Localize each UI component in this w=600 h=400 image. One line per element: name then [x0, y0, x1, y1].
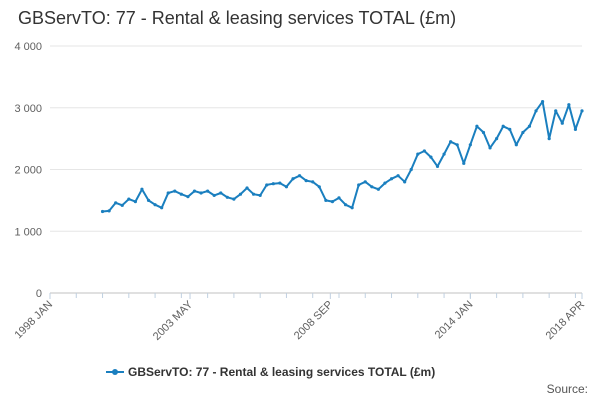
- chart-title: GBServTO: 77 - Rental & leasing services…: [18, 8, 456, 28]
- x-tick-label: 2014 JAN: [433, 299, 476, 342]
- data-point[interactable]: [403, 180, 407, 184]
- series-layer: [100, 99, 584, 214]
- data-point[interactable]: [146, 198, 151, 202]
- data-point[interactable]: [514, 143, 518, 147]
- y-tick-label: 2 000: [14, 165, 42, 177]
- data-point[interactable]: [488, 146, 492, 150]
- data-point[interactable]: [278, 181, 282, 185]
- data-point[interactable]: [107, 209, 111, 213]
- y-tick-label: 4 000: [14, 41, 42, 53]
- data-point[interactable]: [389, 177, 394, 181]
- data-point[interactable]: [297, 174, 302, 178]
- data-point[interactable]: [396, 174, 400, 178]
- data-point[interactable]: [416, 152, 420, 156]
- data-point[interactable]: [462, 161, 466, 165]
- data-point[interactable]: [501, 124, 505, 128]
- data-point[interactable]: [153, 203, 157, 207]
- x-axis: 1998 JAN 2003 MAY 2008 SEP 2014 JAN 2018 APR: [12, 293, 587, 343]
- data-point[interactable]: [475, 124, 479, 128]
- data-point[interactable]: [258, 193, 262, 198]
- data-point[interactable]: [350, 206, 354, 210]
- data-point[interactable]: [422, 149, 426, 153]
- data-point[interactable]: [409, 167, 413, 172]
- data-point[interactable]: [291, 177, 295, 181]
- source-label[interactable]: Source:: [547, 382, 588, 396]
- data-point[interactable]: [521, 130, 525, 135]
- data-point[interactable]: [337, 196, 341, 200]
- data-point[interactable]: [114, 201, 118, 205]
- data-point[interactable]: [192, 189, 197, 193]
- data-point[interactable]: [527, 124, 532, 128]
- y-axis: 0 1 000 2 000 3 000 4 000: [14, 41, 42, 300]
- data-point[interactable]: [383, 181, 387, 185]
- y-tick-label: 1 000: [14, 226, 42, 238]
- x-tick-label: 2003 MAY: [151, 298, 196, 343]
- data-point[interactable]: [495, 137, 499, 141]
- data-point[interactable]: [252, 192, 256, 196]
- data-point[interactable]: [232, 197, 236, 201]
- data-point[interactable]: [376, 187, 380, 191]
- data-point[interactable]: [429, 155, 433, 159]
- data-point[interactable]: [199, 191, 203, 195]
- legend[interactable]: GBServTO: 77 - Rental & leasing services…: [106, 365, 435, 379]
- legend-label[interactable]: GBServTO: 77 - Rental & leasing services…: [128, 365, 435, 379]
- y-tick-label: 0: [36, 288, 42, 300]
- data-point[interactable]: [449, 140, 453, 144]
- data-point[interactable]: [133, 200, 137, 204]
- data-point[interactable]: [554, 109, 558, 113]
- data-point[interactable]: [186, 195, 190, 199]
- data-point[interactable]: [100, 209, 105, 214]
- data-point[interactable]: [330, 200, 335, 204]
- data-point[interactable]: [324, 198, 328, 202]
- data-point[interactable]: [547, 137, 551, 141]
- x-tick-label: 1998 JAN: [12, 299, 55, 342]
- data-point[interactable]: [304, 179, 308, 183]
- legend-swatch-marker: [112, 369, 118, 375]
- data-point[interactable]: [219, 191, 223, 195]
- data-point[interactable]: [317, 185, 321, 189]
- grid: [50, 45, 582, 294]
- data-point[interactable]: [140, 187, 144, 191]
- x-tick-label: 2018 APR: [544, 299, 588, 343]
- data-point[interactable]: [127, 197, 131, 201]
- data-point[interactable]: [468, 143, 472, 147]
- data-point[interactable]: [120, 203, 124, 207]
- data-point[interactable]: [212, 193, 216, 198]
- data-point[interactable]: [265, 183, 269, 187]
- data-point[interactable]: [560, 121, 564, 125]
- data-point[interactable]: [160, 206, 164, 210]
- data-point[interactable]: [481, 130, 486, 135]
- data-point[interactable]: [206, 189, 210, 193]
- y-tick-label: 3 000: [14, 103, 42, 115]
- data-point[interactable]: [357, 183, 361, 187]
- data-point[interactable]: [540, 99, 545, 104]
- data-point[interactable]: [363, 180, 367, 184]
- series-line-0[interactable]: [102, 100, 583, 213]
- data-point[interactable]: [455, 143, 459, 147]
- data-point[interactable]: [271, 182, 275, 186]
- data-point[interactable]: [245, 186, 249, 190]
- data-point[interactable]: [567, 103, 571, 107]
- data-point[interactable]: [534, 109, 538, 113]
- data-point[interactable]: [284, 185, 289, 189]
- data-point[interactable]: [179, 192, 183, 196]
- data-point[interactable]: [238, 192, 243, 196]
- data-point[interactable]: [580, 109, 584, 113]
- data-point[interactable]: [442, 152, 446, 156]
- data-point[interactable]: [343, 203, 348, 207]
- data-point[interactable]: [173, 189, 177, 193]
- data-point[interactable]: [311, 180, 315, 184]
- x-tick-label: 2008 SEP: [292, 299, 336, 343]
- data-point[interactable]: [435, 164, 440, 169]
- data-point[interactable]: [225, 195, 229, 199]
- data-point[interactable]: [166, 191, 170, 195]
- data-point[interactable]: [573, 127, 578, 131]
- data-point[interactable]: [370, 185, 374, 189]
- data-point[interactable]: [508, 127, 512, 131]
